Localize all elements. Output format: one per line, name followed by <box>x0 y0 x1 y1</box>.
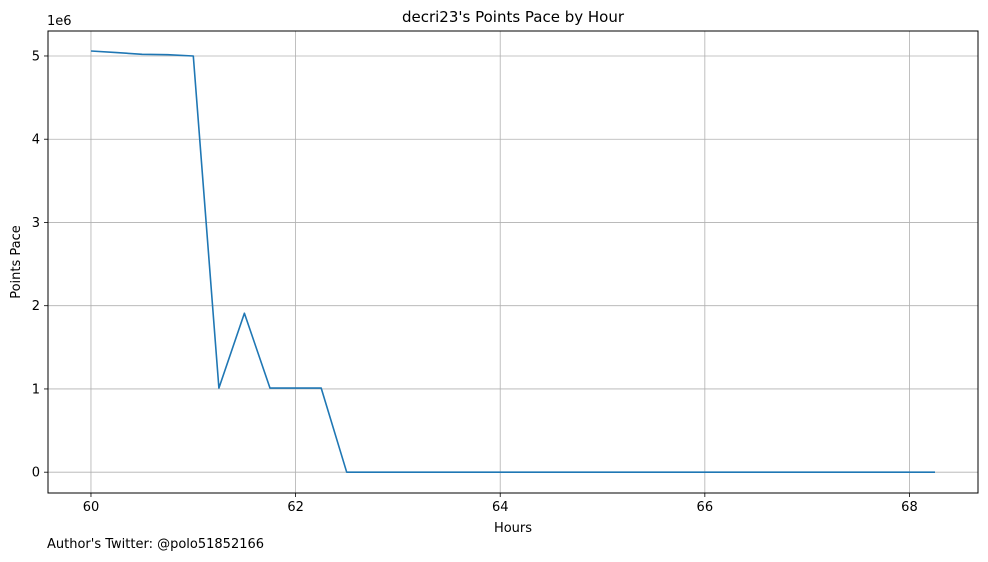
author-note: Author's Twitter: @polo51852166 <box>47 537 265 552</box>
grid-lines <box>48 31 978 493</box>
y-tick-label: 3 <box>32 216 40 231</box>
y-tick-label: 0 <box>32 466 40 481</box>
x-axis-ticks: 60 62 64 66 68 <box>83 493 918 515</box>
x-tick-label: 64 <box>492 500 509 515</box>
x-tick-label: 68 <box>901 500 918 515</box>
y-axis-ticks: 0 1 2 3 4 5 <box>32 49 48 481</box>
y-tick-label: 1 <box>32 382 40 397</box>
chart-title: decri23's Points Pace by Hour <box>402 8 625 26</box>
y-axis-label: Points Pace <box>9 225 24 299</box>
y-tick-label: 5 <box>32 49 40 64</box>
y-axis-offset-label: 1e6 <box>47 14 72 29</box>
series-line <box>90 50 935 474</box>
plot-frame <box>47 30 979 494</box>
x-tick-label: 60 <box>83 500 100 515</box>
y-tick-label: 4 <box>32 133 40 148</box>
x-axis-label: Hours <box>494 521 532 536</box>
x-tick-label: 66 <box>697 500 714 515</box>
x-tick-label: 62 <box>287 500 304 515</box>
y-tick-label: 2 <box>32 299 40 314</box>
series-group <box>90 50 935 474</box>
